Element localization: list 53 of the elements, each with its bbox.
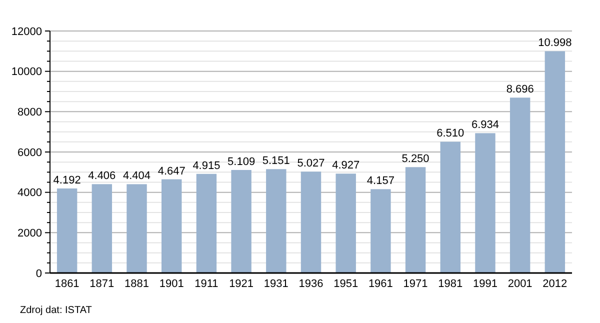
bar	[126, 184, 147, 273]
data-label: 4.915	[192, 160, 220, 172]
bar	[405, 167, 426, 273]
x-tick-label: 1921	[229, 278, 254, 290]
data-label: 4.192	[53, 174, 81, 186]
data-label: 5.027	[297, 158, 325, 170]
bar	[370, 189, 391, 273]
text: Zdroj dat: ISTAT	[20, 305, 92, 316]
x-tick-label: 1931	[264, 278, 288, 290]
data-label: 5.250	[402, 153, 430, 166]
x-tick-label: 1961	[368, 278, 393, 290]
data-label: 8.696	[506, 84, 534, 96]
data-label: 6.510	[436, 128, 464, 140]
x-tick-label: 2001	[508, 278, 532, 290]
data-label: 4.927	[332, 160, 360, 172]
x-tick-label: 1991	[472, 278, 498, 290]
y-tick-label: 6000	[18, 146, 42, 159]
x-tick-label: 1871	[90, 278, 114, 290]
x-tick-label: 1901	[159, 278, 184, 290]
data-label: 10.998	[538, 37, 572, 50]
bar	[510, 98, 530, 273]
y-tick-label: 4000	[18, 187, 42, 200]
bar	[92, 184, 112, 273]
x-tick-label: 1981	[438, 278, 463, 290]
data-label: 6.934	[471, 119, 499, 132]
bar	[56, 188, 78, 273]
data-label: 5.151	[262, 155, 290, 168]
x-tick-label: 1911	[194, 278, 218, 290]
y-tick-label: 12000	[11, 26, 42, 38]
bar	[266, 169, 286, 273]
bar	[231, 170, 252, 273]
y-tick-label: 0	[36, 268, 42, 280]
y-tick-label: 2000	[18, 228, 42, 240]
y-tick-label: 10000	[11, 66, 42, 78]
x-tick-label: 1971	[403, 278, 428, 290]
x-tick-label: 1936	[298, 278, 324, 290]
data-label: 5.109	[228, 156, 256, 168]
x-tick-label: 1951	[334, 278, 358, 290]
x-tick-label: 2012	[542, 278, 568, 290]
bar	[162, 179, 182, 273]
x-tick-label: 1881	[124, 278, 150, 290]
bar	[440, 142, 460, 273]
bar	[300, 172, 322, 273]
data-label: 4.647	[158, 165, 186, 178]
bar	[336, 174, 356, 273]
y-tick-label: 8000	[18, 106, 42, 119]
bar	[475, 133, 496, 273]
bar	[544, 51, 566, 273]
data-label: 4.406	[88, 170, 116, 182]
bar	[196, 174, 217, 273]
data-label: 4.404	[123, 170, 151, 182]
data-label: 4.157	[366, 175, 394, 188]
x-tick-label: 1861	[54, 278, 80, 290]
